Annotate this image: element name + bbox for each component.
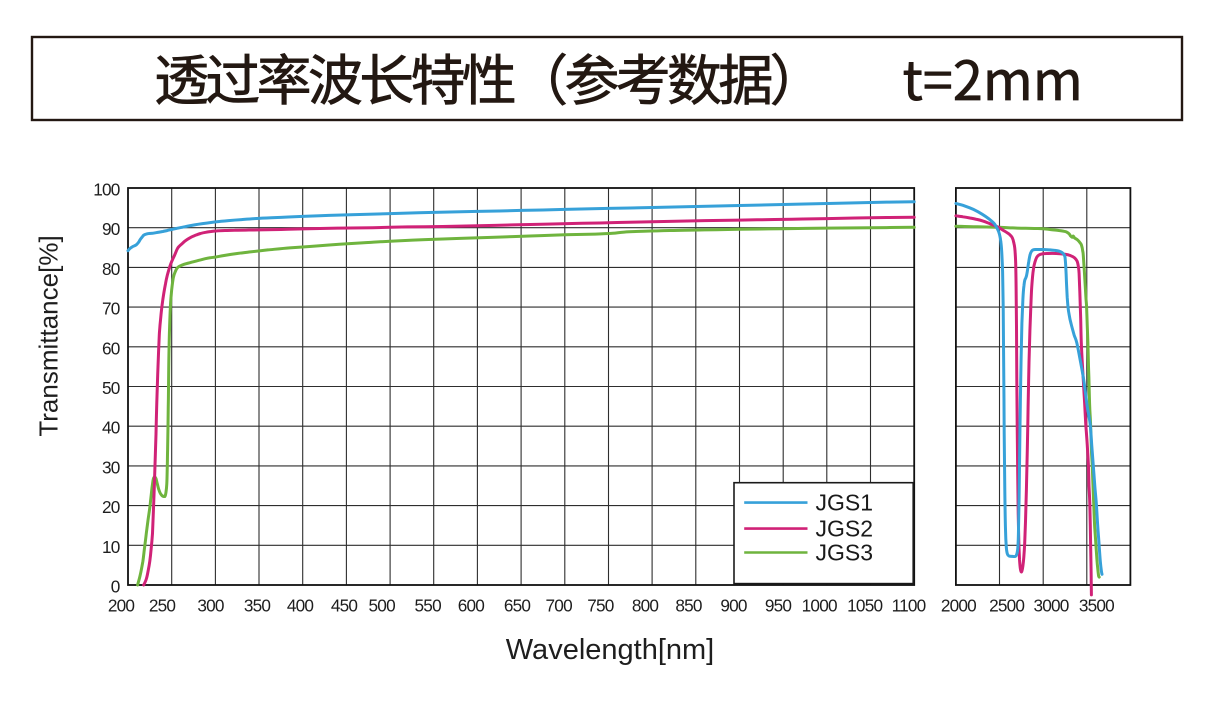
svg-text:JGS3: JGS3 bbox=[816, 540, 874, 566]
svg-text:30: 30 bbox=[102, 457, 120, 477]
svg-text:40: 40 bbox=[102, 418, 120, 438]
svg-text:600: 600 bbox=[458, 596, 485, 616]
svg-text:850: 850 bbox=[675, 596, 702, 616]
svg-text:JGS2: JGS2 bbox=[816, 516, 874, 542]
svg-text:10: 10 bbox=[102, 537, 120, 557]
svg-text:70: 70 bbox=[102, 299, 120, 319]
svg-text:50: 50 bbox=[102, 378, 120, 398]
svg-text:650: 650 bbox=[504, 596, 531, 616]
svg-text:80: 80 bbox=[102, 259, 120, 279]
svg-text:700: 700 bbox=[546, 596, 573, 616]
svg-text:450: 450 bbox=[331, 596, 358, 616]
svg-text:1100: 1100 bbox=[892, 596, 926, 616]
svg-text:950: 950 bbox=[765, 596, 792, 616]
svg-text:350: 350 bbox=[244, 596, 271, 616]
svg-text:400: 400 bbox=[287, 596, 314, 616]
svg-text:20: 20 bbox=[102, 497, 120, 517]
svg-text:550: 550 bbox=[415, 596, 442, 616]
svg-text:100: 100 bbox=[93, 180, 120, 200]
svg-text:90: 90 bbox=[102, 219, 120, 239]
svg-text:800: 800 bbox=[632, 596, 659, 616]
svg-text:1050: 1050 bbox=[847, 596, 882, 616]
svg-text:200: 200 bbox=[108, 596, 135, 616]
svg-text:60: 60 bbox=[102, 338, 120, 358]
svg-text:2000: 2000 bbox=[941, 596, 976, 616]
svg-text:Transmittance[%]: Transmittance[%] bbox=[34, 235, 64, 436]
svg-text:250: 250 bbox=[149, 596, 176, 616]
svg-text:0: 0 bbox=[111, 577, 120, 597]
svg-text:750: 750 bbox=[587, 596, 614, 616]
svg-text:JGS1: JGS1 bbox=[816, 490, 874, 516]
svg-text:3000: 3000 bbox=[1033, 596, 1068, 616]
svg-text:Wavelength[nm]: Wavelength[nm] bbox=[506, 634, 714, 666]
svg-text:300: 300 bbox=[197, 596, 224, 616]
svg-text:900: 900 bbox=[720, 596, 747, 616]
svg-text:3500: 3500 bbox=[1079, 596, 1114, 616]
svg-text:1000: 1000 bbox=[802, 596, 837, 616]
svg-text:500: 500 bbox=[369, 596, 396, 616]
svg-text:2500: 2500 bbox=[989, 596, 1024, 616]
